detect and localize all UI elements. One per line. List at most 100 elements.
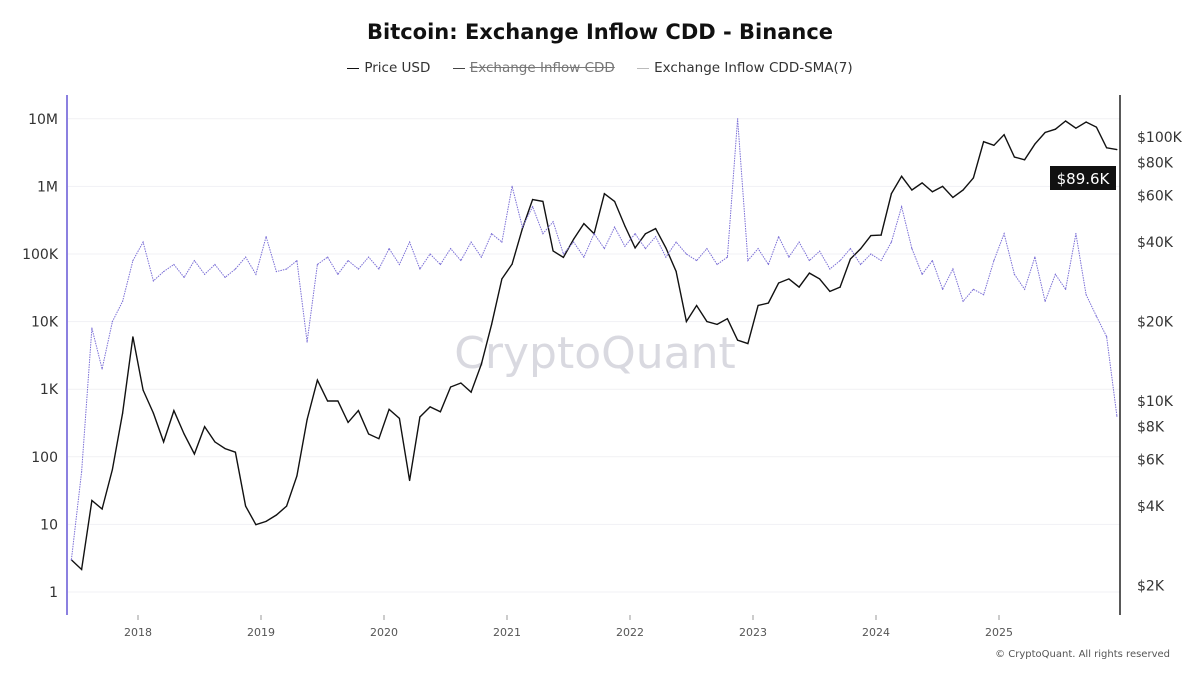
price-point bbox=[450, 386, 452, 388]
price-point bbox=[491, 323, 493, 326]
price-point bbox=[132, 336, 134, 338]
x-tick-label: 2022 bbox=[616, 626, 644, 639]
legend-line-icon bbox=[347, 67, 360, 69]
right-tick-label: $6K bbox=[1137, 453, 1165, 469]
cdd-sma-point bbox=[1065, 288, 1067, 290]
cdd-sma-point bbox=[1013, 273, 1015, 275]
price-point bbox=[316, 379, 318, 381]
price-point bbox=[409, 479, 411, 482]
legend-item-cdd-sma[interactable]: Exchange Inflow CDD-SMA(7) bbox=[637, 60, 853, 76]
price-point bbox=[163, 441, 165, 443]
price-point bbox=[798, 286, 800, 288]
cdd-sma-point bbox=[839, 259, 841, 262]
cdd-sma-point bbox=[1085, 294, 1087, 296]
price-point bbox=[685, 320, 687, 323]
price-point bbox=[808, 272, 810, 274]
cdd-sma-point bbox=[870, 253, 872, 255]
cdd-sma-point bbox=[91, 327, 93, 329]
cdd-sma-point bbox=[603, 248, 605, 250]
left-tick-label: 1M bbox=[37, 179, 58, 195]
right-tick-label: $40K bbox=[1137, 235, 1174, 251]
cdd-sma-point bbox=[111, 321, 113, 323]
price-point bbox=[286, 505, 288, 507]
cdd-sma-point bbox=[532, 206, 534, 208]
left-tick-label: 10M bbox=[28, 112, 58, 128]
price-point bbox=[880, 234, 882, 236]
cdd-sma-point bbox=[685, 253, 687, 255]
cdd-sma-point bbox=[286, 268, 288, 270]
price-point bbox=[1116, 148, 1118, 151]
price-point bbox=[1003, 134, 1005, 136]
x-tick-label: 2023 bbox=[739, 626, 767, 639]
cdd-sma-point bbox=[306, 341, 308, 343]
price-point bbox=[1085, 121, 1087, 123]
cdd-sma-point bbox=[368, 256, 370, 258]
x-tick-label: 2020 bbox=[370, 626, 398, 639]
cdd-sma-point bbox=[193, 259, 195, 262]
legend-item-price[interactable]: Price USD bbox=[347, 60, 430, 76]
price-point bbox=[931, 191, 933, 193]
price-point bbox=[911, 189, 913, 191]
cdd-sma-point bbox=[439, 263, 441, 266]
cdd-sma-point bbox=[716, 263, 718, 266]
price-point bbox=[275, 514, 277, 516]
cdd-sma-point bbox=[737, 118, 739, 120]
price-point bbox=[542, 200, 544, 203]
cdd-sma-point bbox=[542, 233, 544, 235]
cdd-sma-point bbox=[511, 185, 513, 187]
price-point bbox=[890, 193, 892, 195]
copyright-footer: © CryptoQuant. All rights reserved bbox=[995, 649, 1170, 660]
cdd-sma-point bbox=[450, 248, 452, 250]
price-point bbox=[152, 412, 154, 414]
cdd-sma-point bbox=[767, 263, 769, 266]
cdd-sma-point bbox=[573, 241, 575, 243]
price-point bbox=[142, 389, 144, 391]
price-point bbox=[870, 235, 872, 237]
legend-label: Price USD bbox=[364, 60, 431, 76]
cdd-sma-point bbox=[388, 248, 390, 250]
cdd-sma-point bbox=[655, 236, 657, 238]
cdd-sma-point bbox=[224, 276, 226, 279]
cdd-sma-point bbox=[337, 273, 339, 275]
cdd-sma-point bbox=[163, 270, 165, 273]
cdd-sma-point bbox=[778, 236, 780, 238]
price-point bbox=[173, 409, 175, 412]
price-point bbox=[480, 363, 482, 365]
cdd-sma-point bbox=[562, 253, 564, 255]
x-tick-label: 2024 bbox=[862, 626, 890, 639]
price-point bbox=[849, 258, 851, 260]
price-point bbox=[757, 304, 759, 307]
cdd-sma-point bbox=[347, 259, 349, 262]
price-point bbox=[378, 438, 380, 440]
cdd-sma-point bbox=[234, 268, 236, 270]
cdd-sma-point bbox=[983, 294, 985, 296]
price-point bbox=[470, 391, 472, 393]
left-tick-label: 100K bbox=[22, 247, 59, 263]
current-price-label: $89.6K bbox=[1057, 170, 1111, 188]
price-point bbox=[1034, 143, 1036, 145]
price-point bbox=[327, 400, 329, 402]
cdd-sma-point bbox=[1024, 288, 1026, 290]
price-point bbox=[788, 278, 790, 280]
price-point bbox=[962, 189, 964, 191]
price-point bbox=[1106, 147, 1108, 149]
chart-title: Bitcoin: Exchange Inflow CDD - Binance bbox=[366, 20, 834, 44]
price-point bbox=[521, 227, 523, 230]
legend-label: Exchange Inflow CDD-SMA(7) bbox=[654, 60, 853, 76]
right-tick-label: $4K bbox=[1137, 499, 1165, 515]
cdd-sma-point bbox=[265, 236, 267, 238]
cdd-sma-point bbox=[706, 248, 708, 250]
price-point bbox=[337, 400, 339, 402]
price-point bbox=[460, 382, 462, 384]
cdd-sma-point bbox=[327, 256, 329, 258]
price-point bbox=[819, 278, 821, 280]
cdd-sma-point bbox=[921, 273, 923, 275]
cdd-sma-point bbox=[1044, 300, 1046, 302]
price-point bbox=[398, 417, 400, 419]
price-point bbox=[1075, 127, 1077, 129]
cdd-sma-point bbox=[142, 241, 144, 243]
cdd-sma-point bbox=[316, 263, 318, 266]
price-point bbox=[655, 227, 657, 230]
legend-item-cdd[interactable]: Exchange Inflow CDD bbox=[452, 60, 615, 76]
cdd-sma-point bbox=[81, 471, 83, 473]
